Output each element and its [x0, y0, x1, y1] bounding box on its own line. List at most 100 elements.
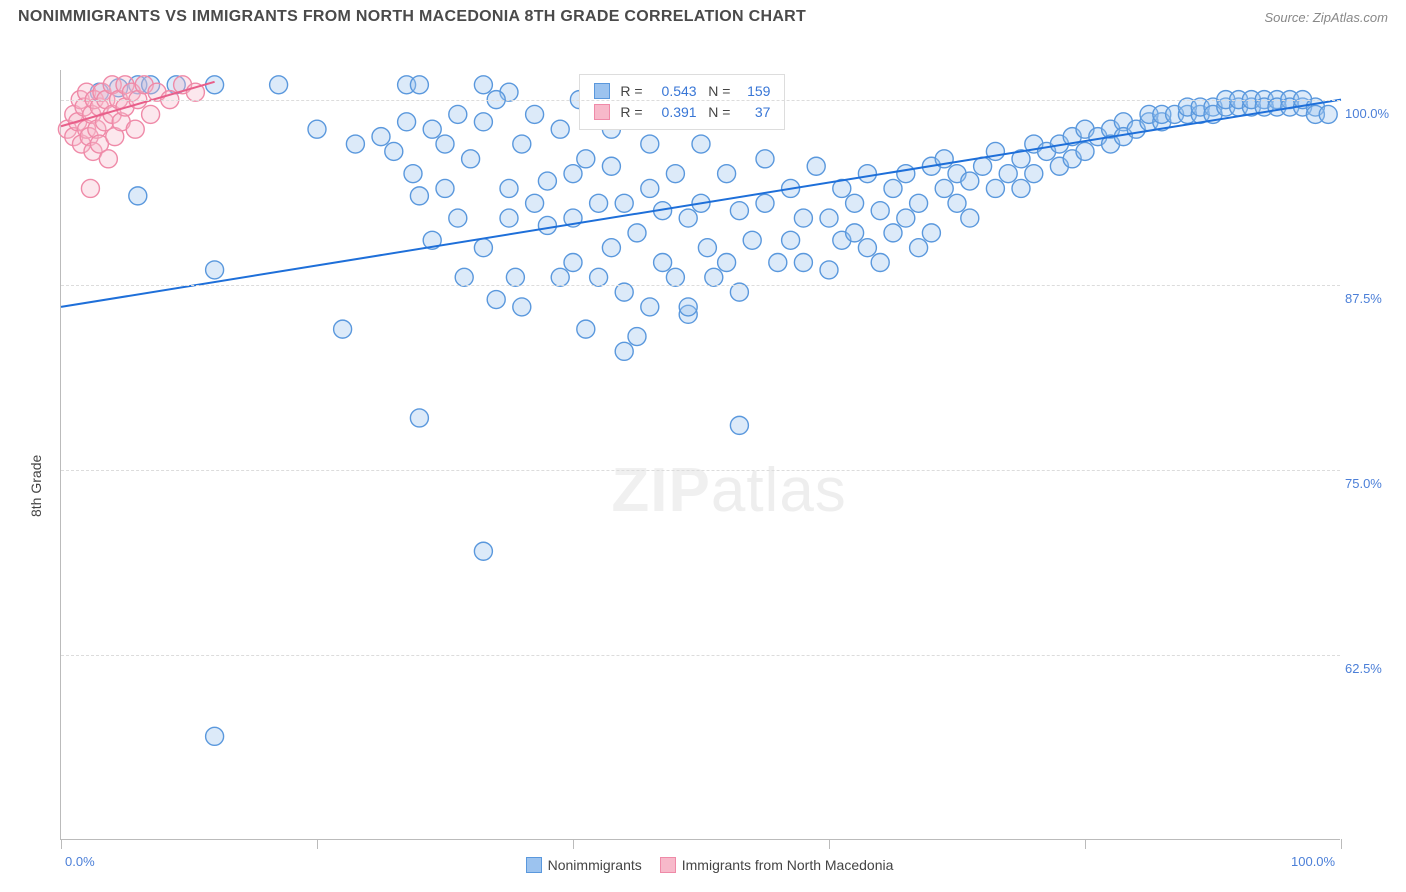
data-point [884, 179, 902, 197]
data-point [897, 165, 915, 183]
data-point [922, 224, 940, 242]
data-point [641, 298, 659, 316]
data-point [474, 76, 492, 94]
data-point [455, 268, 473, 286]
data-point [538, 172, 556, 190]
trend-line [61, 100, 1341, 307]
data-point [615, 342, 633, 360]
data-point [679, 209, 697, 227]
data-point [346, 135, 364, 153]
data-point [820, 209, 838, 227]
data-point [769, 254, 787, 272]
data-point [654, 254, 672, 272]
x-tick [829, 839, 830, 849]
legend-swatch [660, 857, 676, 873]
data-point [628, 224, 646, 242]
chart-header: NONIMMIGRANTS VS IMMIGRANTS FROM NORTH M… [0, 0, 1406, 30]
data-point [270, 76, 288, 94]
data-point [999, 165, 1017, 183]
data-point [404, 165, 422, 183]
y-tick-label: 62.5% [1345, 661, 1400, 676]
data-point [961, 209, 979, 227]
chart-title: NONIMMIGRANTS VS IMMIGRANTS FROM NORTH M… [18, 8, 806, 26]
legend: NonimmigrantsImmigrants from North Maced… [61, 857, 1340, 873]
chart-source: Source: ZipAtlas.com [1264, 10, 1388, 25]
data-point [641, 135, 659, 153]
data-point [730, 283, 748, 301]
y-axis-title: 8th Grade [28, 454, 44, 516]
x-tick [1085, 839, 1086, 849]
data-point [730, 416, 748, 434]
data-point [986, 142, 1004, 160]
data-point [577, 150, 595, 168]
x-tick-label: 100.0% [1291, 854, 1335, 869]
data-point [858, 239, 876, 257]
data-point [513, 298, 531, 316]
x-tick [1341, 839, 1342, 849]
stat-label: N = [708, 104, 730, 120]
data-point [590, 268, 608, 286]
data-point [500, 209, 518, 227]
y-tick-label: 100.0% [1345, 106, 1400, 121]
data-point [129, 187, 147, 205]
data-point [692, 135, 710, 153]
data-point [871, 202, 889, 220]
data-point [871, 254, 889, 272]
legend-swatch [594, 83, 610, 99]
data-point [436, 135, 454, 153]
data-point [910, 194, 928, 212]
data-point [206, 76, 224, 94]
legend-swatch [594, 104, 610, 120]
data-point [846, 224, 864, 242]
data-point [564, 165, 582, 183]
data-point [449, 105, 467, 123]
legend-label: Nonimmigrants [548, 857, 642, 873]
data-point [410, 76, 428, 94]
data-point [206, 261, 224, 279]
data-point [910, 239, 928, 257]
data-point [846, 194, 864, 212]
data-point [99, 150, 117, 168]
x-tick [61, 839, 62, 849]
data-point [410, 187, 428, 205]
data-point [474, 239, 492, 257]
correlation-stats-box: R =0.543 N =159R =0.391 N =37 [579, 74, 785, 130]
stat-label: R = [620, 104, 642, 120]
data-point [423, 120, 441, 138]
data-point [526, 105, 544, 123]
data-point [698, 239, 716, 257]
data-point [551, 268, 569, 286]
data-point [602, 157, 620, 175]
data-point [794, 209, 812, 227]
data-point [794, 254, 812, 272]
data-point [590, 194, 608, 212]
stat-label: R = [620, 83, 642, 99]
y-tick-label: 87.5% [1345, 291, 1400, 306]
y-tick-label: 75.0% [1345, 476, 1400, 491]
data-point [564, 254, 582, 272]
x-tick [317, 839, 318, 849]
data-point [398, 113, 416, 131]
data-point [628, 328, 646, 346]
data-point [602, 239, 620, 257]
data-point [474, 113, 492, 131]
data-point [743, 231, 761, 249]
data-point [730, 202, 748, 220]
plot: ZIPatlas R =0.543 N =159R =0.391 N =37 N… [60, 70, 1340, 840]
data-point [506, 268, 524, 286]
data-point [551, 120, 569, 138]
stats-row: R =0.391 N =37 [594, 102, 770, 123]
n-value: 37 [736, 102, 770, 123]
data-point [974, 157, 992, 175]
data-point [1319, 105, 1337, 123]
gridline [61, 655, 1340, 656]
data-point [1025, 165, 1043, 183]
data-point [1012, 179, 1030, 197]
legend-swatch [526, 857, 542, 873]
data-point [206, 727, 224, 745]
data-point [385, 142, 403, 160]
data-point [372, 128, 390, 146]
data-point [705, 268, 723, 286]
data-point [948, 194, 966, 212]
data-point [756, 150, 774, 168]
